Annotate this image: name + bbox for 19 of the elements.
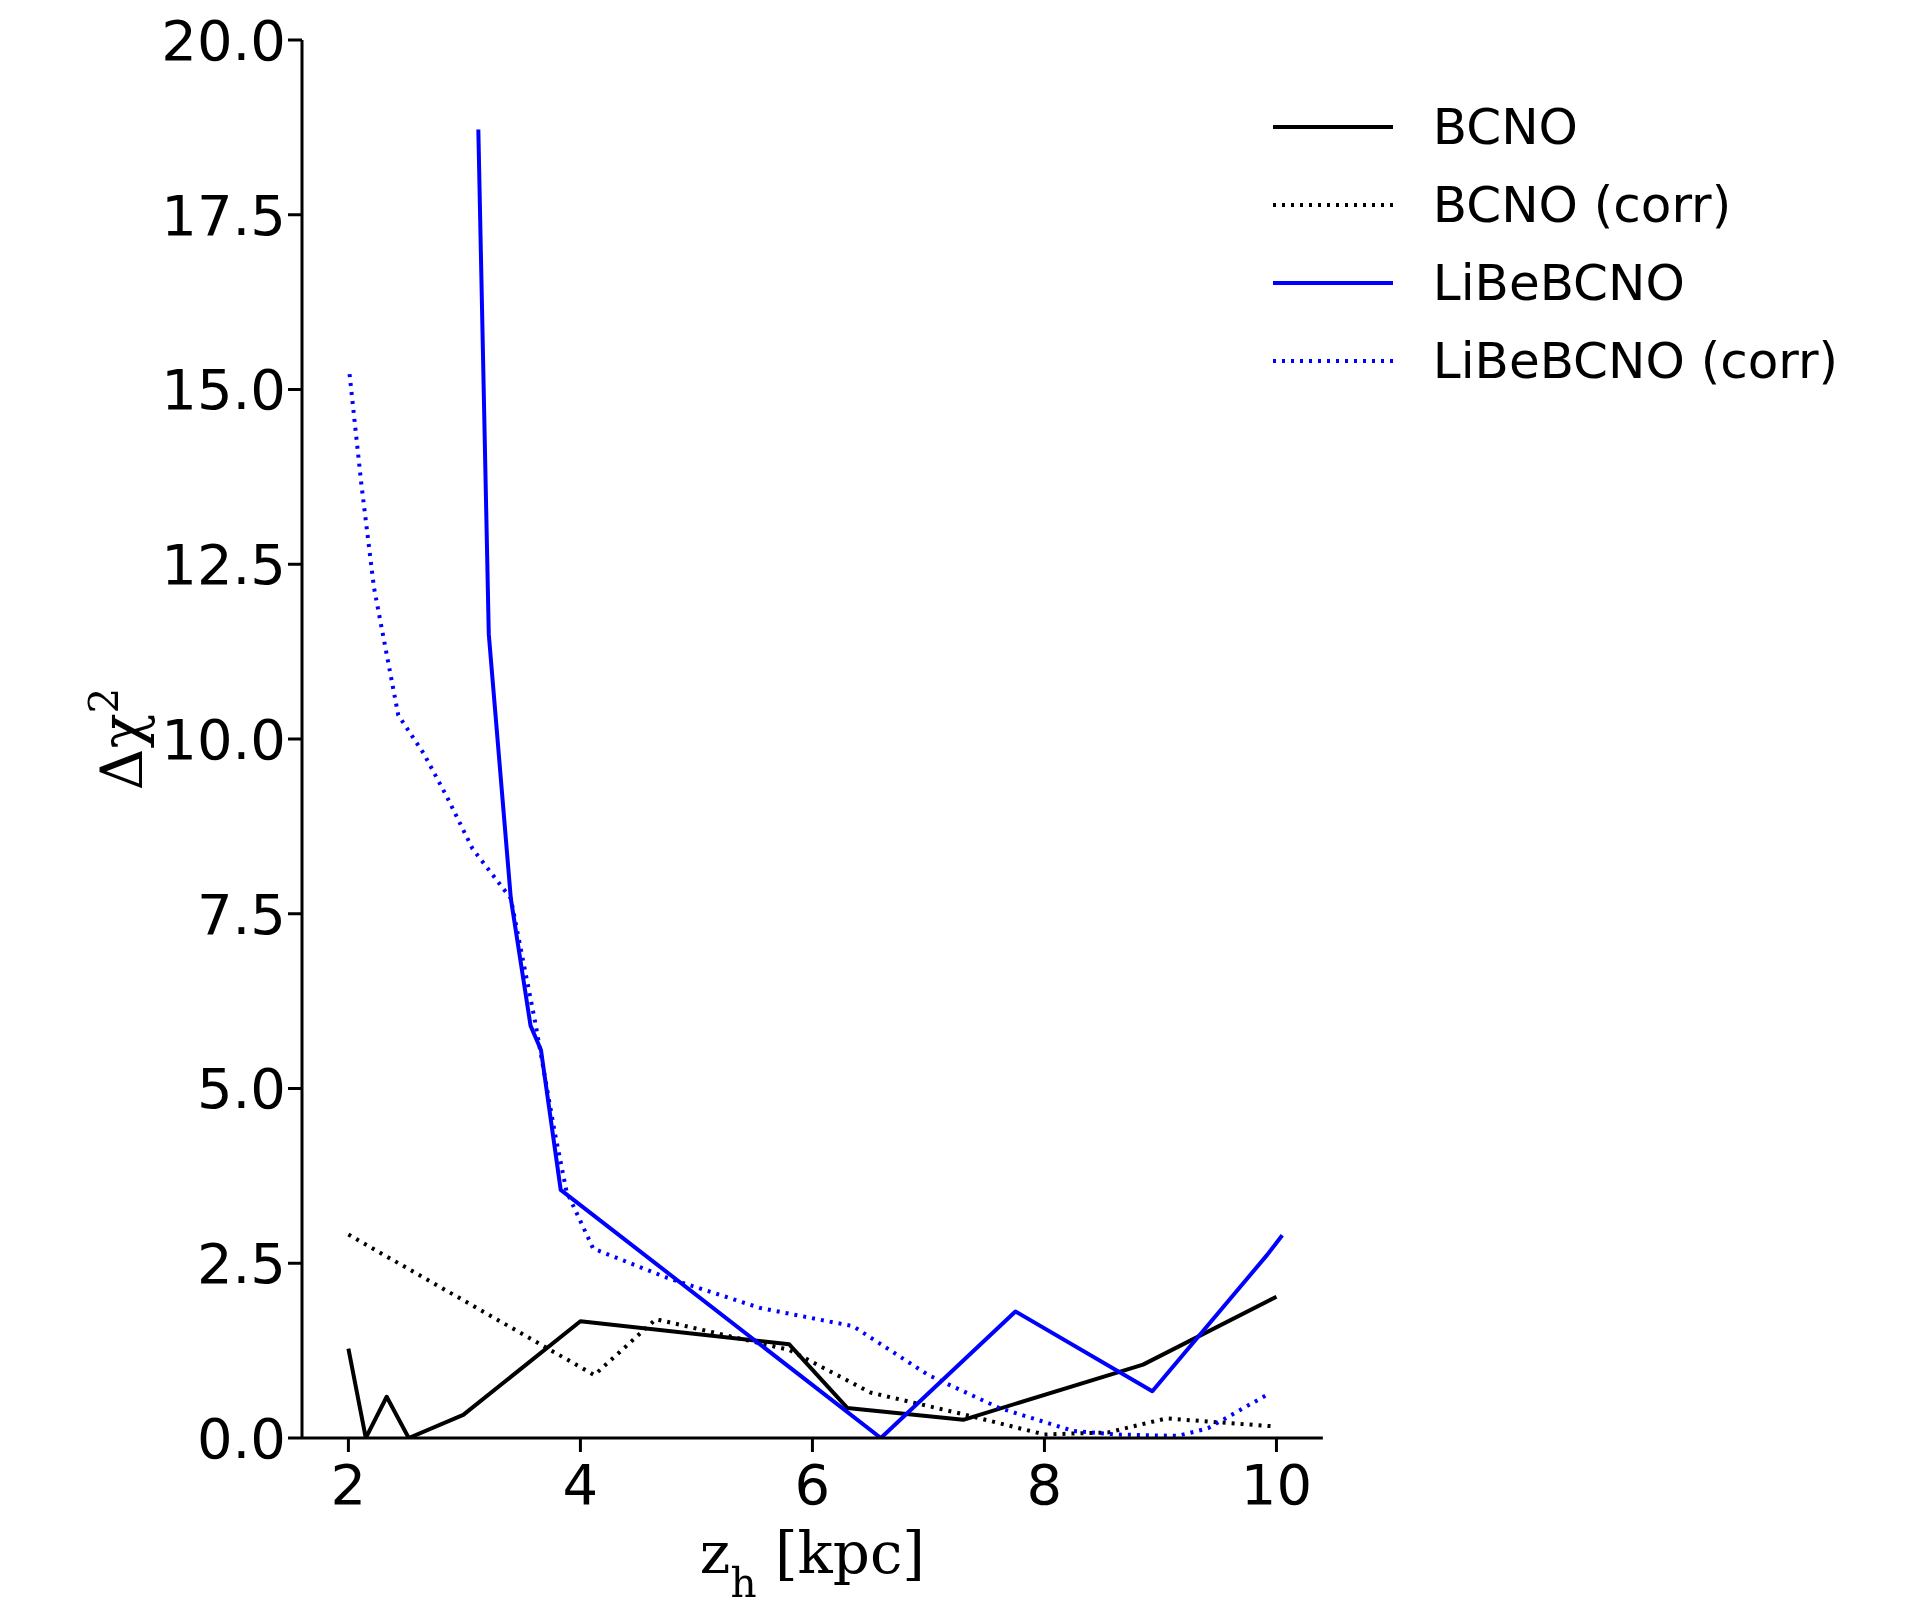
y-tick-label: 10.0 (161, 706, 286, 772)
legend-label: BCNO (corr) (1432, 176, 1732, 234)
y-tick-label: 0.0 (196, 1405, 286, 1471)
x-tick-label: 2 (330, 1451, 367, 1517)
x-axis-title: z$_{h}$ [kpc] (699, 1519, 926, 1607)
x-tick-label: 8 (1026, 1451, 1063, 1517)
legend-label: LiBeBCNO (corr) (1432, 332, 1838, 390)
y-tick-label: 20.0 (161, 7, 286, 73)
y-tick-label: 17.5 (161, 182, 286, 248)
legend-label: LiBeBCNO (1432, 254, 1685, 312)
y-tick-label: 7.5 (196, 881, 286, 947)
y-tick-label: 2.5 (196, 1231, 286, 1297)
x-tick-label: 4 (562, 1451, 599, 1517)
y-tick-label: 12.5 (161, 532, 286, 598)
y-tick-label: 15.0 (161, 357, 286, 423)
x-tick-label: 10 (1240, 1451, 1313, 1517)
y-tick-label: 5.0 (196, 1056, 286, 1122)
legend-label: BCNO (1432, 98, 1578, 156)
x-tick-label: 6 (794, 1451, 831, 1517)
